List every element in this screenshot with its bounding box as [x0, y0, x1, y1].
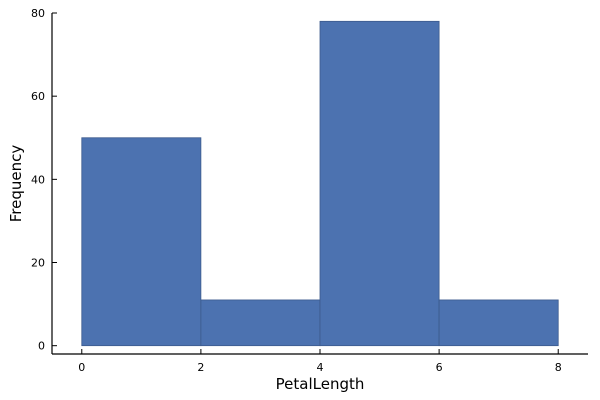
x-tick-label: 4 [317, 361, 324, 374]
histogram-bar-1 [81, 137, 202, 347]
x-tick-label: 0 [78, 361, 85, 374]
y-ticks: 0 20 40 60 80 [31, 7, 57, 353]
x-axis-label: PetalLength [276, 375, 365, 393]
x-tick-label: 2 [197, 361, 204, 374]
y-tick-label: 40 [31, 173, 45, 186]
y-tick-label: 0 [38, 340, 45, 353]
y-axis-label: Frequency [7, 145, 25, 223]
bars-layer [81, 20, 559, 347]
x-ticks: 0 2 4 6 8 [78, 349, 562, 374]
x-tick-label: 8 [555, 361, 562, 374]
histogram-bar-2 [200, 299, 321, 347]
y-tick-label: 80 [31, 7, 45, 20]
y-tick-label: 20 [31, 257, 45, 270]
x-tick-label: 6 [436, 361, 443, 374]
histogram-bar-4 [438, 299, 559, 347]
histogram-bar-3 [319, 20, 440, 347]
y-tick-label: 60 [31, 90, 45, 103]
